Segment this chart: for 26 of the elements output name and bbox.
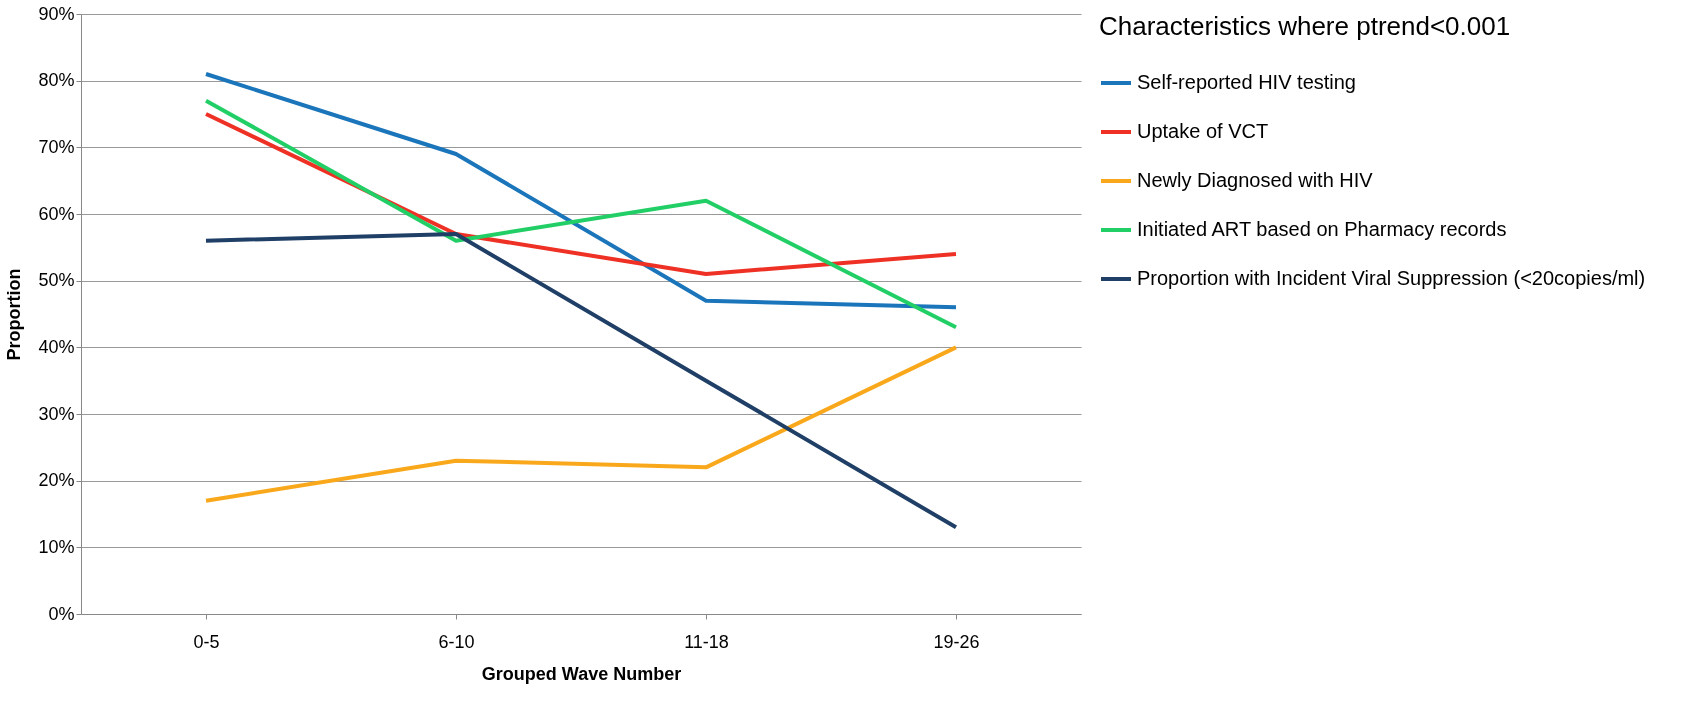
y-tick-label: 50% (38, 270, 75, 291)
legend-title: Characteristics where ptrend<0.001 (1099, 11, 1511, 41)
y-tick-label: 90% (38, 3, 75, 24)
y-tick-label: 70% (38, 136, 75, 157)
legend-label: Self-reported HIV testing (1137, 71, 1356, 93)
x-tick-label: 19-26 (933, 631, 980, 652)
y-tick-label: 60% (38, 203, 75, 224)
legend-label: Newly Diagnosed with HIV (1137, 169, 1374, 191)
y-axis-title: Proportion (4, 268, 25, 361)
y-tick-label: 0% (48, 603, 75, 624)
line-series (204, 72, 958, 310)
line-series (204, 345, 958, 503)
y-tick-label: 10% (38, 536, 75, 557)
legend-label: Uptake of VCT (1137, 120, 1269, 142)
y-tick-label: 20% (38, 470, 75, 491)
x-axis-title: Grouped Wave Number (481, 663, 682, 684)
x-tick-label: 6-10 (438, 631, 475, 652)
x-tick-label: 0-5 (193, 631, 220, 652)
legend-label: Proportion with Incident Viral Suppression (<20copies/ml) (1137, 267, 1646, 289)
line-series (204, 232, 958, 530)
y-tick-label: 40% (38, 336, 75, 357)
y-tick-label: 80% (38, 70, 75, 91)
legend-label: Initiated ART based on Pharmacy records (1137, 218, 1507, 240)
y-tick-label: 30% (38, 403, 75, 424)
line-series (204, 98, 958, 330)
x-tick-label: 11-18 (684, 631, 729, 652)
